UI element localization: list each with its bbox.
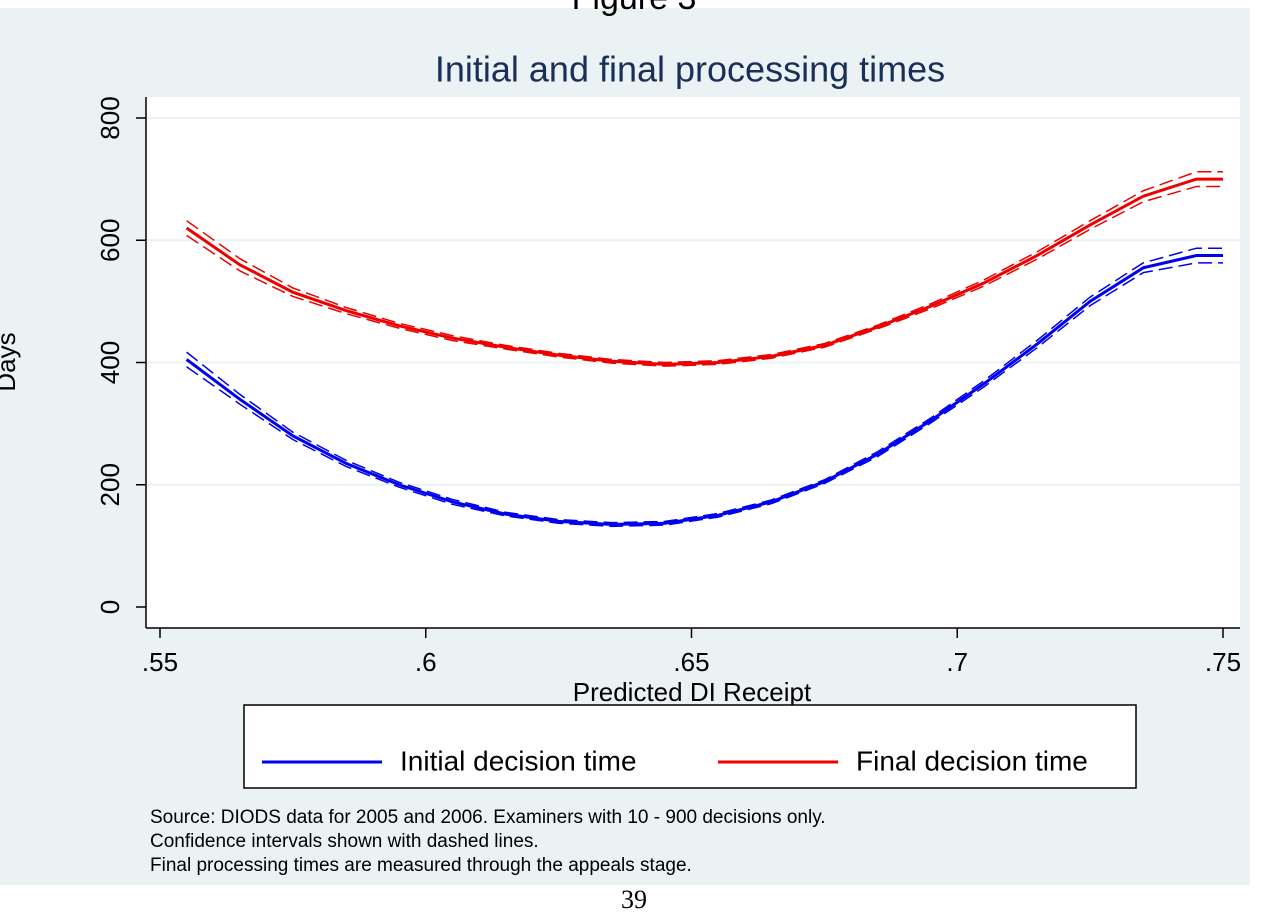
y-tick-label: 200 <box>95 463 125 506</box>
x-axis-label: Predicted DI Receipt <box>573 677 812 707</box>
series-line <box>185 177 1223 366</box>
y-tick-label: 400 <box>95 341 125 384</box>
x-tick-label: .75 <box>1205 647 1241 677</box>
x-tick-label: .6 <box>415 647 437 677</box>
ci-line <box>186 247 1223 524</box>
y-axis-label: Days <box>0 332 21 391</box>
figure-label: Figure 3 <box>572 0 697 17</box>
y-tick-label: 800 <box>95 96 125 139</box>
series-line <box>185 254 1223 526</box>
y-tick-label: 600 <box>95 219 125 262</box>
page-number: 39 <box>621 885 647 911</box>
note: Confidence intervals shown with dashed l… <box>150 831 539 852</box>
x-tick-label: .65 <box>673 647 709 677</box>
x-tick-label: .7 <box>946 647 968 677</box>
chart-title: Initial and final processing times <box>435 49 945 90</box>
ci-line <box>186 262 1223 528</box>
note: Source: DIODS data for 2005 and 2006. Ex… <box>150 807 826 828</box>
legend <box>243 704 1137 789</box>
ci-line <box>186 171 1223 364</box>
y-tick-label: 0 <box>95 600 125 614</box>
legend-label: Final decision time <box>856 745 1088 776</box>
legend-label: Initial decision time <box>400 745 637 776</box>
x-tick-label: .55 <box>142 647 178 677</box>
note: Final processing times are measured thro… <box>150 855 692 876</box>
